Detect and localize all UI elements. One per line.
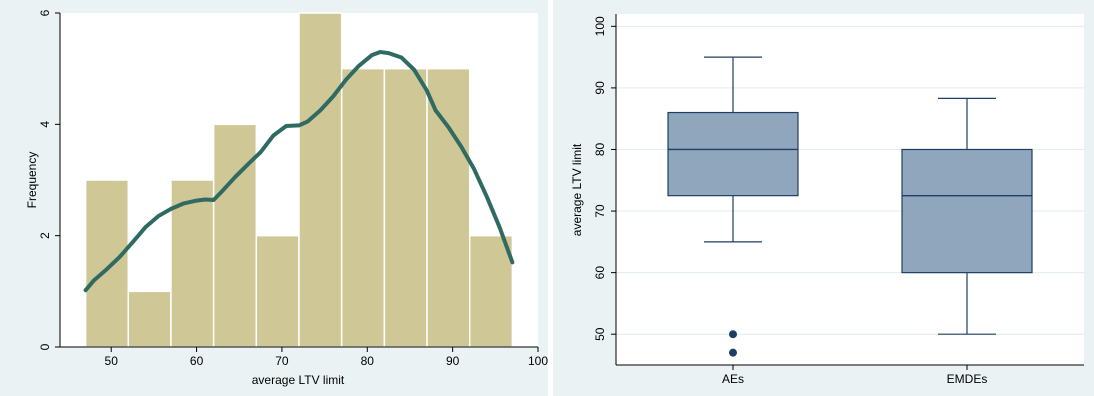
x-axis-label: average LTV limit [252,373,345,387]
y-tick-label: 90 [593,81,607,95]
histogram-bar [84,179,130,348]
y-axis-label: Frequency [25,152,39,209]
box-aes [667,56,799,357]
histogram-bar [383,67,428,348]
interquartile-box [667,111,799,197]
y-tick-label: 2 [38,232,52,239]
kde-density-line [83,50,515,293]
histogram-bar [340,67,386,348]
x-axis-categories: AEs EMDEs [722,365,987,386]
x-category-label: EMDEs [947,372,988,386]
y-tick-label: 6 [38,9,52,16]
outlier-point [729,348,737,357]
x-tick-label: 90 [446,354,460,368]
box-emdes [901,97,1033,335]
histogram-chart: 0 2 4 6 50 60 70 80 90 100 average LTV limit Fre… [0,0,548,396]
y-axis-ticks: 50 60 70 80 90 100 [593,16,616,341]
y-axis-label: average LTV limit [570,143,584,236]
y-tick-label: 50 [593,327,607,341]
y-tick-label: 60 [593,266,607,280]
y-axis-ticks: 0 2 4 6 [38,9,60,350]
interquartile-box [901,148,1033,274]
histogram-bars [84,12,514,348]
boxplot-chart: 50 60 70 80 90 100 AEs EMDEs average LTV limit [553,0,1094,396]
y-tick-label: 80 [593,142,607,156]
x-tick-label: 70 [275,354,289,368]
x-tick-label: 60 [190,354,204,368]
boxplot-panel: 50 60 70 80 90 100 AEs EMDEs average LTV limit [553,0,1094,396]
x-tick-label: 50 [105,354,119,368]
y-tick-label: 100 [593,16,607,36]
x-tick-label: 80 [361,354,375,368]
histogram-bar [298,12,343,348]
y-tick-label: 70 [593,204,607,218]
box-glyphs [667,56,1033,357]
histogram-bar [212,123,258,348]
x-tick-label: 100 [528,354,548,368]
histogram-panel: 0 2 4 6 50 60 70 80 90 100 average LTV limit Fre… [0,0,548,396]
x-category-label: AEs [722,372,744,386]
x-axis-ticks: 50 60 70 80 90 100 [105,347,548,368]
y-tick-label: 4 [38,121,52,128]
histogram-bar [127,290,172,348]
outlier-point [729,330,737,339]
y-tick-label: 0 [38,343,52,350]
histogram-bar [468,234,514,348]
histogram-bar [255,234,300,348]
